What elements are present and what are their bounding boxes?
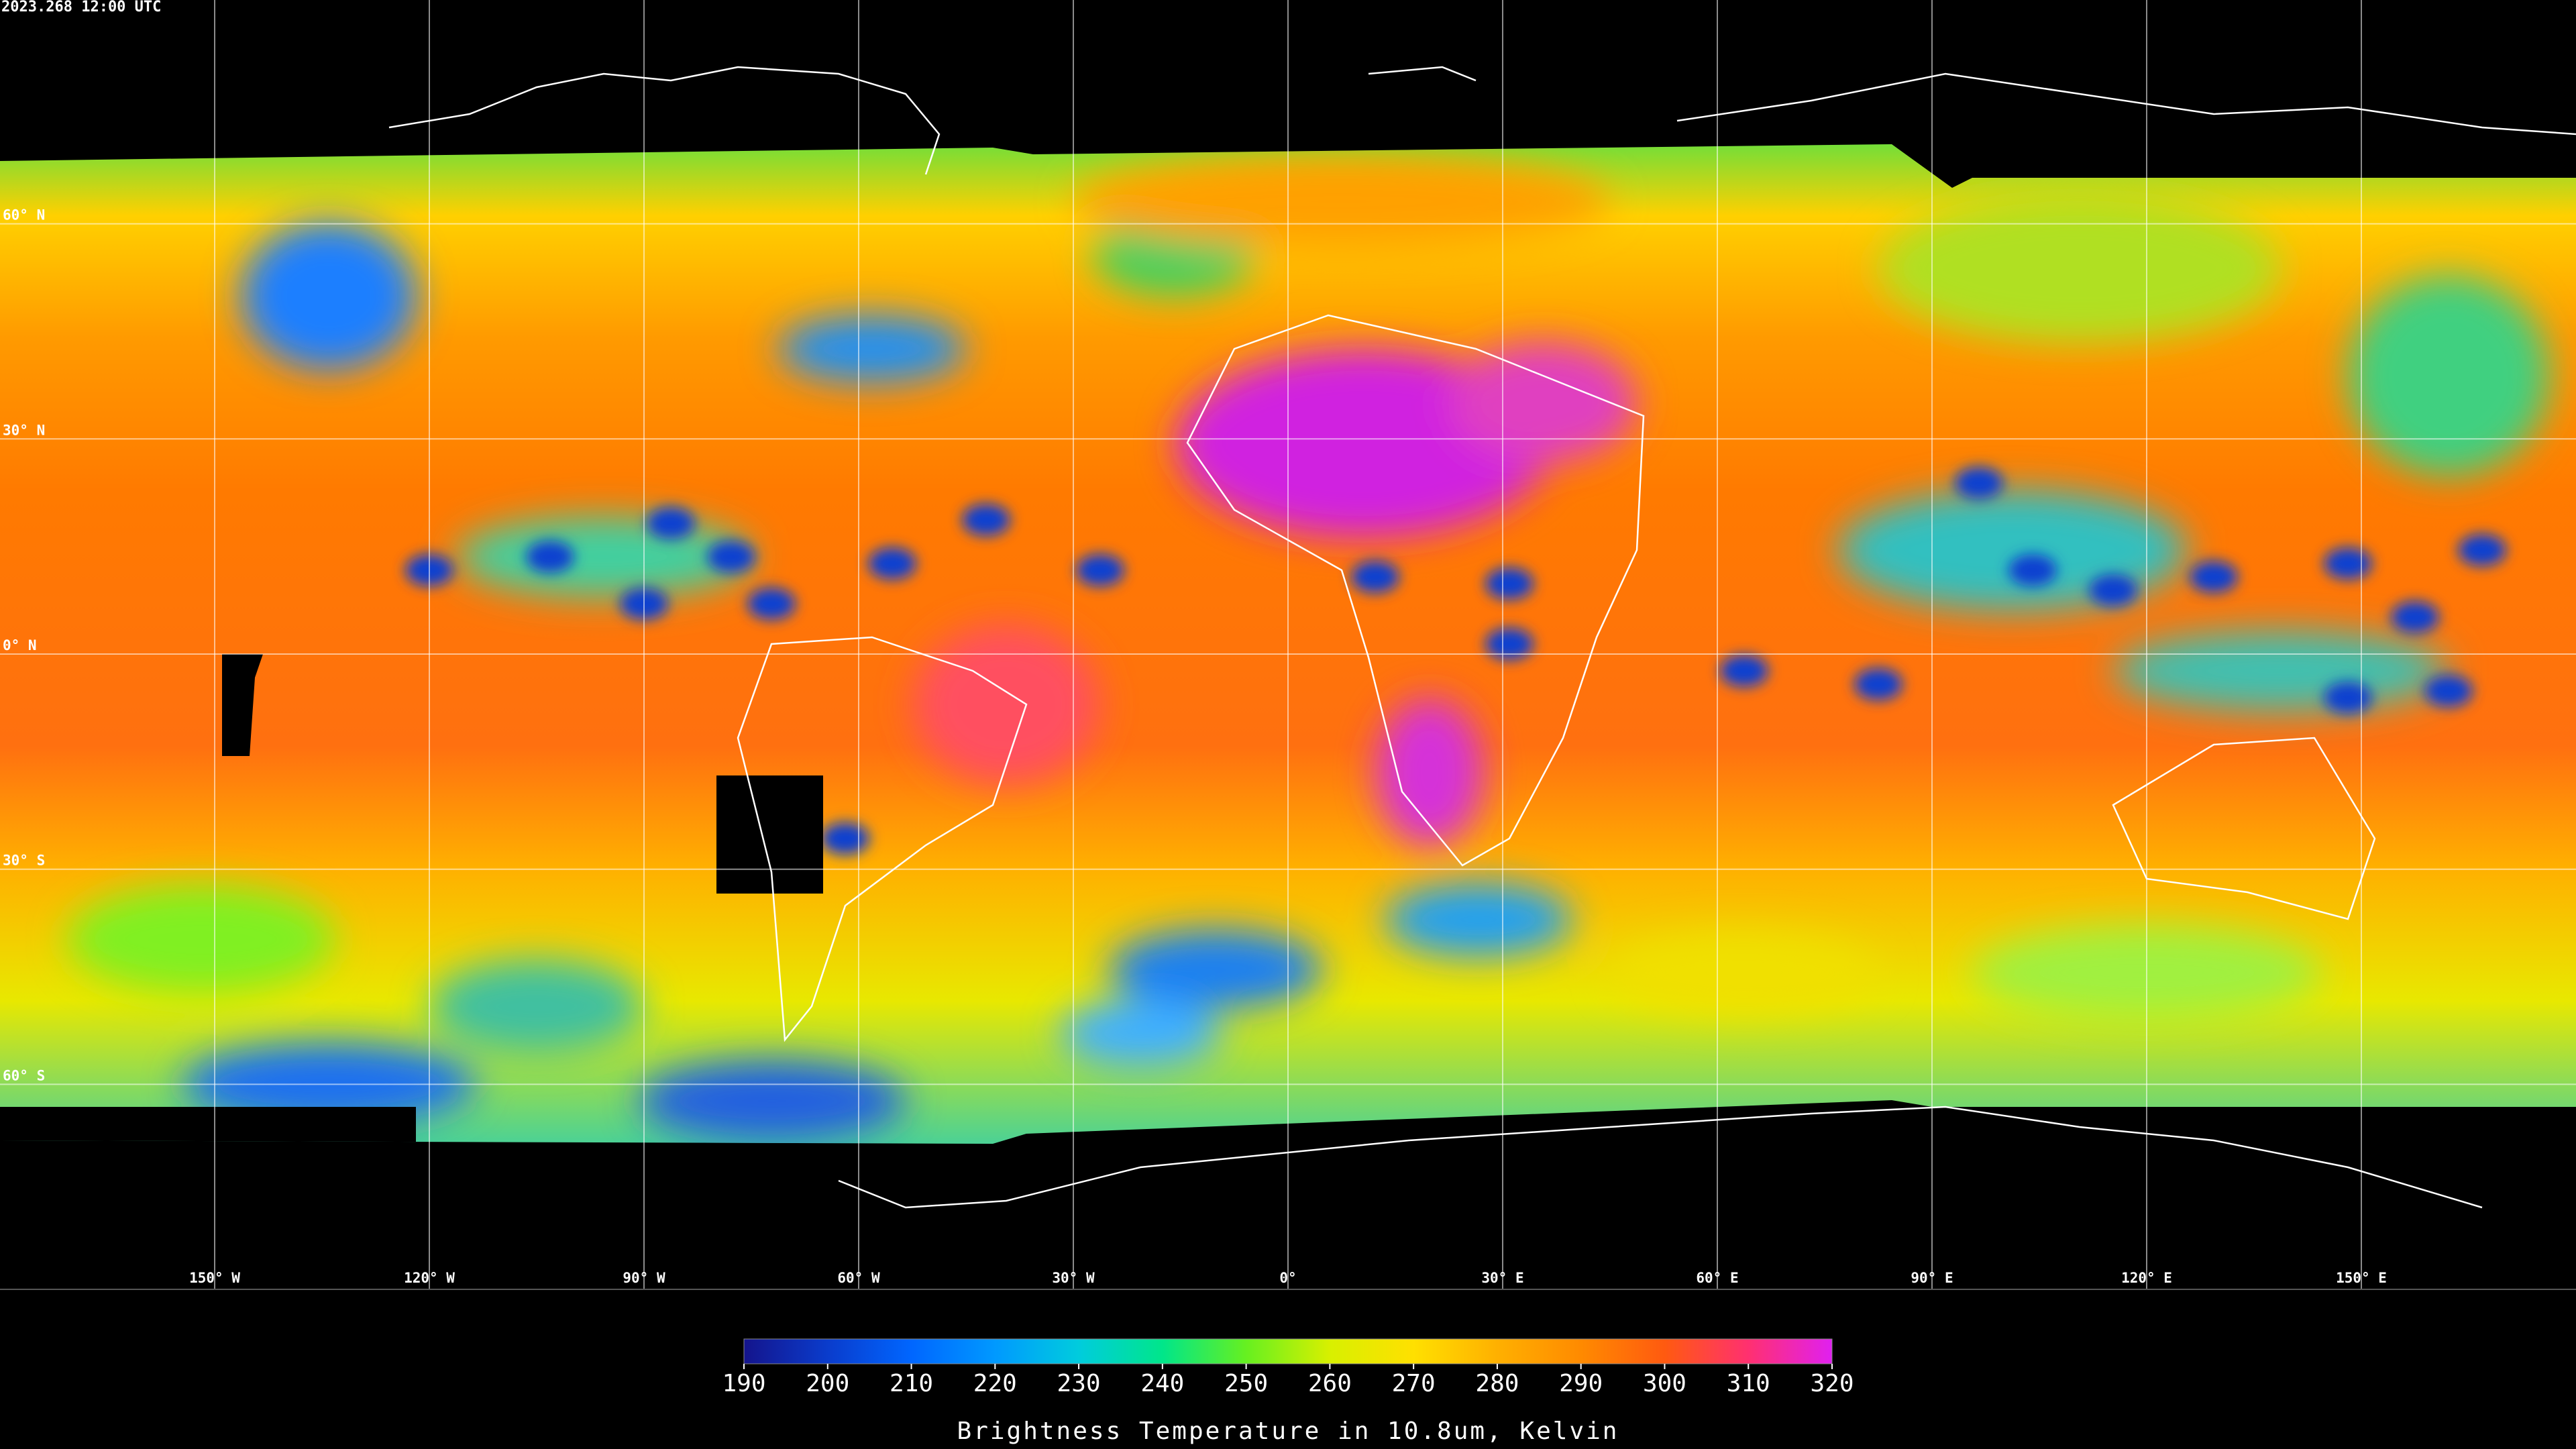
convection-spot bbox=[1351, 561, 1399, 593]
convection-spot bbox=[707, 541, 755, 573]
longitude-label: 150° E bbox=[2336, 1270, 2387, 1286]
coastline bbox=[737, 636, 1028, 1042]
coastline bbox=[388, 66, 941, 175]
convection-spot bbox=[2324, 682, 2372, 714]
colorbar-tick-label: 320 bbox=[1810, 1370, 1854, 1397]
cloud-feature bbox=[67, 885, 335, 993]
latitude-label: 30° N bbox=[3, 422, 45, 438]
convection-spot bbox=[1076, 554, 1124, 586]
colorbar-tick-label: 240 bbox=[1140, 1370, 1184, 1397]
cloud-feature bbox=[912, 624, 1100, 785]
coastline bbox=[838, 1106, 2483, 1209]
longitude-label: 120° E bbox=[2121, 1270, 2172, 1286]
convection-spot bbox=[962, 504, 1010, 536]
convection-spot bbox=[2458, 534, 2506, 566]
cloud-feature bbox=[2348, 275, 2549, 476]
convection-spot bbox=[1955, 467, 2003, 499]
colorbar-label: Brightness Temperature in 10.8um, Kelvin bbox=[957, 1417, 1619, 1445]
cloud-feature bbox=[638, 1061, 906, 1141]
convection-spot bbox=[2008, 554, 2057, 586]
longitude-label: 90° E bbox=[1911, 1270, 1953, 1286]
longitude-label: 30° E bbox=[1481, 1270, 1523, 1286]
convection-spot bbox=[2424, 675, 2473, 707]
cloud-feature bbox=[1385, 883, 1572, 957]
cloud-feature bbox=[1073, 154, 1610, 248]
convection-spot bbox=[747, 588, 796, 620]
coastline bbox=[1368, 66, 1477, 82]
cloud-feature bbox=[1878, 195, 2281, 342]
colorbar-tick-label: 280 bbox=[1475, 1370, 1519, 1397]
convection-spot bbox=[1854, 668, 1902, 700]
convection-spot bbox=[2190, 561, 2238, 593]
colorbar-tick-label: 260 bbox=[1308, 1370, 1352, 1397]
cloud-feature bbox=[1610, 932, 1878, 1013]
longitude-label: 90° W bbox=[623, 1270, 665, 1286]
cloud-feature bbox=[1376, 698, 1483, 846]
colorbar-tick-label: 300 bbox=[1643, 1370, 1686, 1397]
missing-data bbox=[716, 775, 823, 894]
colorbar-tick-label: 250 bbox=[1224, 1370, 1268, 1397]
cloud-feature bbox=[2113, 631, 2449, 711]
convection-spot bbox=[1720, 655, 1768, 687]
cloud-feature bbox=[1060, 1000, 1221, 1067]
convection-spot bbox=[2391, 601, 2439, 633]
latitude-label: 30° S bbox=[3, 853, 45, 869]
convection-spot bbox=[821, 822, 869, 855]
convection-spot bbox=[647, 507, 695, 539]
missing-data bbox=[0, 1107, 416, 1144]
cloud-feature bbox=[1449, 342, 1637, 463]
longitude-label: 60° W bbox=[837, 1270, 880, 1286]
colorbar-tick-label: 190 bbox=[722, 1370, 765, 1397]
longitude-label: 120° W bbox=[404, 1270, 455, 1286]
longitude-label: 0° bbox=[1279, 1270, 1296, 1286]
convection-spot bbox=[2089, 574, 2137, 606]
convection-spot bbox=[2324, 547, 2372, 580]
cloud-feature bbox=[1108, 929, 1323, 1010]
cloud-feature bbox=[778, 315, 966, 382]
convection-spot bbox=[868, 547, 916, 580]
colorbar-tick-label: 200 bbox=[806, 1370, 849, 1397]
longitude-label: 30° W bbox=[1052, 1270, 1095, 1286]
timestamp: 2023.268 12:00 UTC bbox=[1, 0, 161, 15]
latitude-label: 60° N bbox=[3, 207, 45, 223]
cloud-feature bbox=[429, 959, 644, 1053]
colorbar-scale bbox=[743, 1338, 1833, 1364]
convection-spot bbox=[526, 541, 574, 573]
convection-spot bbox=[1485, 568, 1534, 600]
colorbar-tick-label: 210 bbox=[890, 1370, 933, 1397]
colorbar-tick-label: 220 bbox=[973, 1370, 1017, 1397]
convection-spots bbox=[405, 467, 2506, 855]
longitude-label: 60° E bbox=[1696, 1270, 1738, 1286]
latitude-label: 0° N bbox=[3, 637, 37, 653]
missing-data bbox=[222, 654, 263, 756]
colorbar-tick-label: 290 bbox=[1559, 1370, 1603, 1397]
latitude-label: 60° S bbox=[3, 1067, 45, 1083]
colorbar-tick-label: 270 bbox=[1392, 1370, 1436, 1397]
cloud-feature bbox=[241, 222, 416, 370]
colorbar: 190 200 210 220 230 240 250 260 270 280 290 300 310 3… bbox=[722, 1338, 1854, 1445]
colorbar-tick-label: 230 bbox=[1057, 1370, 1101, 1397]
graticule: 150° W 120° W 90° W 60° W 30° W 0° 30° E 60° E 9… bbox=[0, 0, 2576, 1289]
colorbar-tick-label: 310 bbox=[1727, 1370, 1770, 1397]
convection-spot bbox=[1485, 628, 1534, 660]
cloud-features bbox=[67, 154, 2549, 1141]
longitude-label: 150° W bbox=[189, 1270, 240, 1286]
